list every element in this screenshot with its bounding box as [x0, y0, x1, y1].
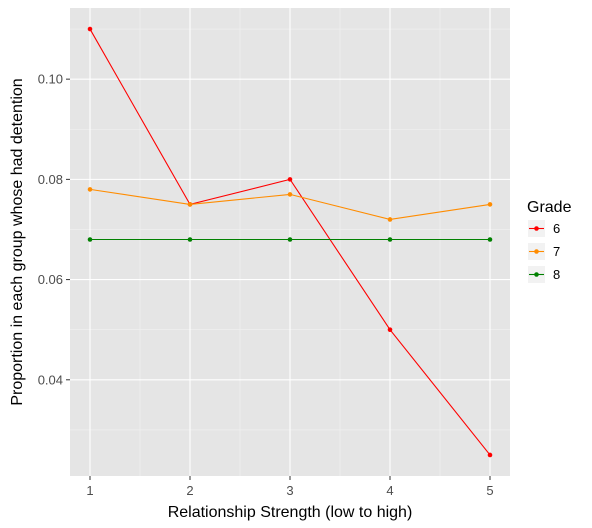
legend-key-point: [534, 272, 539, 277]
legend-title: Grade: [527, 199, 572, 216]
data-point-grade-6: [387, 327, 393, 332]
y-axis: 0.04 0.06 0.08 0.10: [38, 72, 70, 387]
y-tick-label: 0.06: [38, 272, 63, 287]
legend-label-grade-6: 6: [553, 221, 560, 236]
x-axis: 1 2 3 4 5: [86, 476, 494, 498]
x-tick-label: 2: [186, 483, 193, 498]
series-layer: [87, 26, 493, 458]
x-tick-label: 4: [386, 483, 393, 498]
y-axis-title: Proportion in each group whose had deten…: [9, 78, 26, 405]
data-point-grade-7: [87, 187, 93, 192]
data-point-grade-8: [487, 237, 493, 242]
data-point-grade-6: [87, 26, 93, 32]
data-point-grade-7: [287, 192, 293, 197]
data-point-grade-7: [487, 202, 493, 207]
data-point-grade-8: [187, 237, 193, 242]
data-point-grade-8: [287, 237, 293, 242]
y-tick-label: 0.04: [38, 372, 63, 387]
x-tick-label: 3: [286, 483, 293, 498]
data-point-grade-6: [287, 177, 293, 182]
legend-label-grade-8: 8: [553, 267, 560, 282]
data-point-grade-6: [487, 452, 493, 458]
x-tick-label: 5: [486, 483, 493, 498]
data-point-grade-8: [387, 237, 393, 242]
legend-key-point: [534, 226, 539, 231]
y-tick-label: 0.10: [38, 72, 63, 87]
x-tick-label: 1: [86, 483, 93, 498]
y-tick-label: 0.08: [38, 172, 63, 187]
legend-key-point: [534, 249, 539, 254]
legend: Grade 6 7 8: [527, 199, 572, 283]
legend-label-grade-7: 7: [553, 244, 560, 259]
data-point-grade-7: [187, 202, 193, 207]
x-axis-title: Relationship Strength (low to high): [168, 504, 413, 521]
major-gridlines: [70, 8, 510, 476]
data-point-grade-8: [87, 237, 93, 242]
data-point-grade-7: [387, 217, 393, 222]
